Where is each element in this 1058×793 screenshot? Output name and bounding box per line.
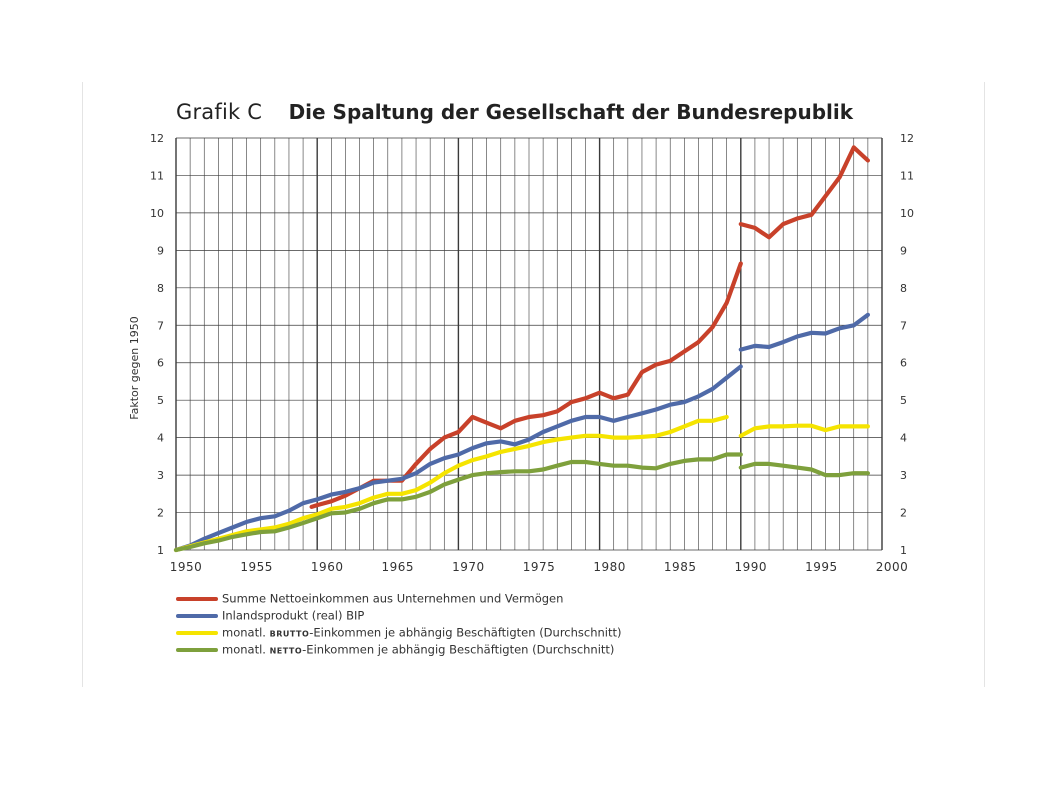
legend-label-part: Summe Nettoeinkommen aus Unternehmen und… [222,591,564,606]
y-tick-label-right: 7 [900,319,907,332]
legend-label-part: netto [269,642,303,657]
legend-item: monatl. brutto-Einkommen je abhängig Bes… [176,624,622,641]
y-tick-label-left: 9 [157,244,164,257]
y-tick-label-left: 3 [157,469,164,482]
title-row: Grafik C Die Spaltung der Gesellschaft d… [176,100,853,124]
x-tick-label: 2000 [876,560,909,574]
legend-label: monatl. netto-Einkommen je abhängig Besc… [222,642,614,656]
y-tick-label-right: 3 [900,469,907,482]
series-line-4-segment-2 [738,461,871,478]
y-tick-label-right: 4 [900,432,907,445]
y-tick-label-left: 1 [157,544,164,557]
x-tick-label: 1980 [593,560,626,574]
legend-swatch [176,647,218,652]
legend-swatch [176,596,218,601]
chart-title: Die Spaltung der Gesellschaft der Bundes… [288,100,854,124]
y-tick-label-right: 8 [900,282,907,295]
y-tick-label-left: 10 [150,207,164,220]
legend-label: monatl. brutto-Einkommen je abhängig Bes… [222,625,622,639]
y-tick-label-left: 2 [157,507,164,520]
y-tick-label-right: 6 [900,357,907,370]
y-tick-label-right: 10 [900,207,914,220]
chart-legend: Summe Nettoeinkommen aus Unternehmen und… [176,590,622,658]
y-axis-label: Faktor gegen 1950 [128,316,141,419]
legend-swatch [176,613,218,618]
chart-grid [175,137,883,551]
y-tick-label-right: 2 [900,507,907,520]
series-line-4-segment-1 [173,452,743,553]
x-tick-label: 1970 [452,560,485,574]
legend-label-part: monatl. [222,642,270,657]
y-tick-label-right: 1 [900,544,907,557]
y-tick-label-left: 6 [157,357,164,370]
series-line-1-segment-2 [738,145,871,240]
legend-item: Inlandsprodukt (real) BIP [176,607,622,624]
y-tick-label-left: 12 [150,132,164,145]
legend-label-part: Inlandsprodukt (real) BIP [222,608,365,623]
series-line-2-segment-2 [738,312,871,352]
y-tick-label-left: 4 [157,432,164,445]
x-tick-label: 1965 [382,560,415,574]
x-tick-label: 1990 [735,560,768,574]
legend-label-part: brutto [269,625,310,640]
x-tick-label: 1955 [240,560,273,574]
y-tick-label-left: 5 [157,394,164,407]
legend-label-part: -Einkommen je abhängig Beschäftigten (Du… [302,642,615,657]
x-tick-label: 1960 [311,560,344,574]
figure-label: Grafik C [176,100,263,124]
legend-label-part: -Einkommen je abhängig Beschäftigten (Du… [309,625,622,640]
legend-label-part: monatl. [222,625,270,640]
legend-item: monatl. netto-Einkommen je abhängig Besc… [176,641,622,658]
chart-lines [173,145,871,553]
legend-swatch [176,630,218,635]
legend-item: Summe Nettoeinkommen aus Unternehmen und… [176,590,622,607]
x-tick-label: 1985 [664,560,697,574]
y-tick-label-right: 12 [900,132,914,145]
series-line-2-segment-1 [173,364,743,553]
x-tick-label: 1995 [805,560,838,574]
x-tick-label: 1950 [170,560,203,574]
y-tick-label-right: 9 [900,244,907,257]
series-line-3-segment-2 [738,423,871,438]
y-tick-label-left: 7 [157,319,164,332]
x-tick-label: 1975 [523,560,556,574]
y-tick-label-left: 11 [150,169,164,182]
series-line-3-segment-1 [173,414,729,553]
legend-label: Summe Nettoeinkommen aus Unternehmen und… [222,591,563,605]
legend-label: Inlandsprodukt (real) BIP [222,608,364,622]
y-tick-label-right: 5 [900,394,907,407]
x-axis-ticks: 1950 1955 1960 1965 1970 1975 1980 1985 1990 1995… [170,560,909,574]
y-tick-label-left: 8 [157,282,164,295]
y-tick-label-right: 11 [900,169,914,182]
